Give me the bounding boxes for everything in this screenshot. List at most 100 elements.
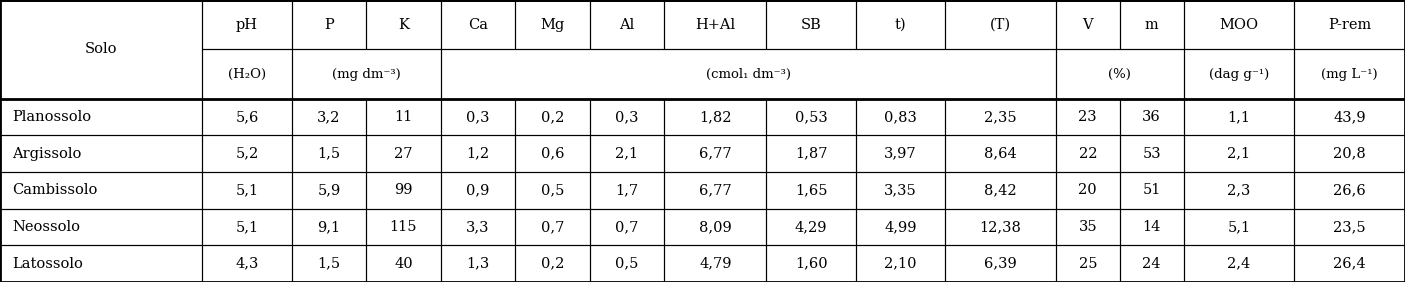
Text: 22: 22 xyxy=(1079,147,1097,161)
Bar xyxy=(856,0,946,49)
Text: 1,5: 1,5 xyxy=(318,257,340,271)
Text: Planossolo: Planossolo xyxy=(13,110,91,124)
Bar xyxy=(766,245,856,282)
Bar xyxy=(292,245,367,282)
Text: Al: Al xyxy=(620,18,635,32)
Bar xyxy=(856,99,946,135)
Bar xyxy=(292,99,367,135)
Bar xyxy=(202,209,292,245)
Bar xyxy=(946,245,1057,282)
Bar xyxy=(367,209,441,245)
Text: 8,09: 8,09 xyxy=(698,220,732,234)
Bar xyxy=(1057,209,1120,245)
Text: 1,82: 1,82 xyxy=(700,110,732,124)
Bar xyxy=(441,245,516,282)
Text: Neossolo: Neossolo xyxy=(13,220,80,234)
Bar xyxy=(441,49,1057,99)
Text: H+Al: H+Al xyxy=(695,18,735,32)
Bar xyxy=(0,172,202,209)
Bar xyxy=(292,209,367,245)
Bar xyxy=(1294,49,1405,99)
Bar xyxy=(1057,49,1183,99)
Text: 35: 35 xyxy=(1079,220,1097,234)
Bar xyxy=(441,172,516,209)
Bar xyxy=(441,0,516,49)
Text: 40: 40 xyxy=(393,257,413,271)
Text: 0,3: 0,3 xyxy=(466,110,490,124)
Text: SB: SB xyxy=(801,18,822,32)
Bar xyxy=(516,99,590,135)
Text: 3,97: 3,97 xyxy=(884,147,917,161)
Bar xyxy=(367,0,441,49)
Text: 0,2: 0,2 xyxy=(541,110,565,124)
Bar xyxy=(1183,135,1294,172)
Text: 11: 11 xyxy=(395,110,413,124)
Bar xyxy=(946,172,1057,209)
Text: 4,29: 4,29 xyxy=(795,220,828,234)
Text: t): t) xyxy=(895,18,906,32)
Text: 1,2: 1,2 xyxy=(466,147,489,161)
Bar xyxy=(1294,245,1405,282)
Text: Cambissolo: Cambissolo xyxy=(13,183,97,197)
Text: 0,5: 0,5 xyxy=(541,183,565,197)
Text: 14: 14 xyxy=(1142,220,1161,234)
Text: 2,35: 2,35 xyxy=(985,110,1017,124)
Bar xyxy=(367,135,441,172)
Text: 23: 23 xyxy=(1079,110,1097,124)
Bar xyxy=(1057,99,1120,135)
Text: 1,3: 1,3 xyxy=(466,257,489,271)
Bar xyxy=(202,245,292,282)
Bar xyxy=(590,245,665,282)
Text: 1,87: 1,87 xyxy=(795,147,828,161)
Bar xyxy=(202,135,292,172)
Bar xyxy=(766,172,856,209)
Bar xyxy=(1183,172,1294,209)
Text: 4,3: 4,3 xyxy=(235,257,259,271)
Text: 20,8: 20,8 xyxy=(1333,147,1366,161)
Text: 4,79: 4,79 xyxy=(700,257,732,271)
Text: 53: 53 xyxy=(1142,147,1161,161)
Text: 3,35: 3,35 xyxy=(884,183,917,197)
Text: 0,5: 0,5 xyxy=(615,257,639,271)
Bar xyxy=(292,172,367,209)
Text: 51: 51 xyxy=(1142,183,1161,197)
Text: 0,9: 0,9 xyxy=(466,183,489,197)
Bar xyxy=(441,135,516,172)
Bar xyxy=(1120,172,1183,209)
Text: 24: 24 xyxy=(1142,257,1161,271)
Bar xyxy=(516,209,590,245)
Bar xyxy=(590,172,665,209)
Text: 12,38: 12,38 xyxy=(979,220,1021,234)
Bar xyxy=(946,135,1057,172)
Bar xyxy=(292,49,441,99)
Bar xyxy=(946,99,1057,135)
Text: 0,7: 0,7 xyxy=(541,220,565,234)
Bar xyxy=(766,135,856,172)
Bar xyxy=(1294,135,1405,172)
Bar xyxy=(516,245,590,282)
Text: 6,77: 6,77 xyxy=(698,147,732,161)
Text: 115: 115 xyxy=(389,220,417,234)
Bar xyxy=(665,245,766,282)
Text: 5,1: 5,1 xyxy=(236,183,259,197)
Bar xyxy=(665,99,766,135)
Bar xyxy=(367,172,441,209)
Text: P-rem: P-rem xyxy=(1328,18,1371,32)
Text: 23,5: 23,5 xyxy=(1333,220,1366,234)
Text: 0,6: 0,6 xyxy=(541,147,565,161)
Text: 8,64: 8,64 xyxy=(983,147,1017,161)
Text: 2,1: 2,1 xyxy=(615,147,638,161)
Text: Ca: Ca xyxy=(468,18,488,32)
Bar xyxy=(1057,172,1120,209)
Bar xyxy=(1183,0,1294,49)
Bar xyxy=(1057,245,1120,282)
Bar xyxy=(1183,49,1294,99)
Bar xyxy=(590,135,665,172)
Text: 20: 20 xyxy=(1079,183,1097,197)
Bar xyxy=(856,172,946,209)
Bar xyxy=(766,209,856,245)
Bar xyxy=(441,209,516,245)
Bar xyxy=(1057,0,1120,49)
Text: 4,99: 4,99 xyxy=(884,220,916,234)
Bar xyxy=(292,0,367,49)
